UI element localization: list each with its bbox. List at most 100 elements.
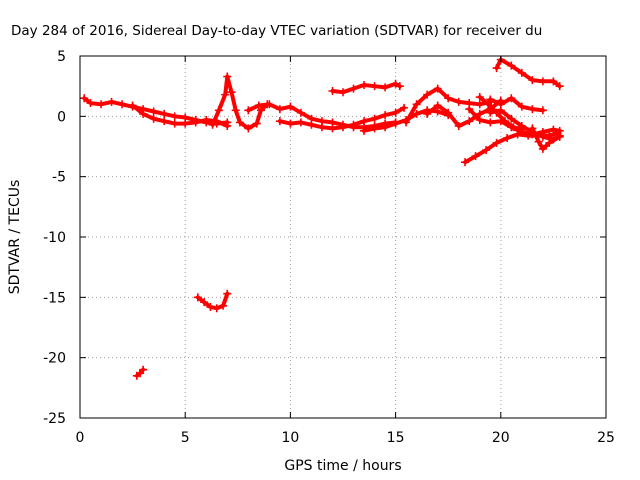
data-point [555, 82, 564, 91]
data-point [444, 108, 453, 117]
y-tick-label: 5 [57, 49, 66, 65]
series-line [425, 98, 503, 128]
data-point [465, 117, 474, 126]
data-point [475, 93, 484, 102]
data-point [149, 107, 158, 116]
data-point [231, 106, 240, 115]
data-point [433, 101, 442, 110]
series-track-3 [208, 72, 272, 133]
y-axis-label: SDTVAR / TECUs [7, 180, 23, 295]
data-point [286, 102, 295, 111]
data-point [193, 293, 202, 302]
data-point [549, 125, 558, 134]
data-point [286, 119, 295, 128]
series-track-6 [328, 79, 404, 97]
data-point [349, 84, 358, 93]
data-point [509, 123, 518, 132]
data-point [370, 124, 379, 133]
data-point [214, 106, 223, 115]
data-point [244, 124, 253, 133]
data-point [391, 119, 400, 128]
series-track-1 [80, 94, 232, 128]
data-point [360, 126, 369, 135]
y-tick-label: -25 [43, 411, 66, 427]
series-line [130, 103, 230, 128]
data-point [538, 106, 547, 115]
axis-ticks [79, 55, 607, 419]
data-point [349, 120, 358, 129]
data-point [223, 72, 232, 81]
data-point [160, 109, 169, 118]
data-point [486, 95, 495, 104]
data-point [517, 102, 526, 111]
series-track-13 [486, 94, 547, 115]
data-point [381, 83, 390, 92]
data-point [339, 88, 347, 97]
data-point [219, 301, 228, 310]
data-point [227, 88, 236, 97]
x-tick-label: 5 [181, 430, 190, 446]
data-point [528, 76, 537, 85]
data-point [252, 119, 261, 128]
x-tick-label: 0 [76, 430, 85, 446]
data-point [202, 115, 211, 124]
data-point [517, 125, 526, 134]
data-point [549, 77, 558, 86]
data-point [545, 138, 554, 147]
x-axis-label: GPS time / hours [284, 458, 401, 474]
data-point [149, 114, 158, 123]
data-point [538, 132, 547, 141]
data-point [328, 124, 337, 133]
data-point [80, 94, 89, 103]
series-track-14 [492, 55, 564, 91]
data-point [517, 68, 526, 77]
y-tick-label: 0 [57, 109, 66, 125]
data-point [484, 100, 493, 109]
data-point [206, 302, 215, 311]
data-point [139, 109, 148, 118]
y-tick-label: -10 [43, 230, 66, 246]
data-point [86, 99, 95, 108]
data-point [492, 64, 501, 73]
data-point [360, 80, 369, 89]
data-point [244, 106, 253, 115]
x-tick-label: 15 [387, 430, 405, 446]
y-tick-labels: 5 0 -5 -10 -15 -20 -25 [43, 49, 66, 427]
data-point [339, 123, 347, 132]
data-point [181, 119, 190, 128]
data-point [275, 105, 284, 114]
data-point [223, 121, 232, 130]
data-point [275, 117, 284, 126]
series-track-4 [244, 100, 400, 132]
series-track-16 [475, 93, 526, 134]
data-point [507, 114, 516, 123]
data-point [200, 298, 209, 307]
data-point [128, 101, 137, 110]
data-point [471, 152, 480, 161]
y-tick-label: -20 [43, 351, 66, 367]
data-point [391, 108, 400, 117]
data-point [221, 90, 230, 99]
data-point [170, 119, 179, 128]
data-point [170, 112, 179, 121]
data-point [482, 146, 491, 155]
y-tick-label: -5 [52, 170, 66, 186]
data-point [395, 82, 404, 91]
data-point [381, 111, 390, 120]
series-track-17 [193, 289, 232, 313]
data-point [538, 144, 547, 153]
data-point [423, 90, 432, 99]
data-point [254, 101, 263, 110]
data-point [461, 158, 470, 167]
data-point [307, 120, 316, 129]
data-point [555, 132, 564, 141]
data-point [296, 118, 305, 127]
data-point [433, 84, 442, 93]
data-point [400, 103, 409, 112]
data-point [423, 109, 432, 118]
data-point [412, 100, 421, 109]
data-point [160, 117, 169, 126]
data-point [475, 115, 484, 124]
data-point [97, 100, 106, 109]
